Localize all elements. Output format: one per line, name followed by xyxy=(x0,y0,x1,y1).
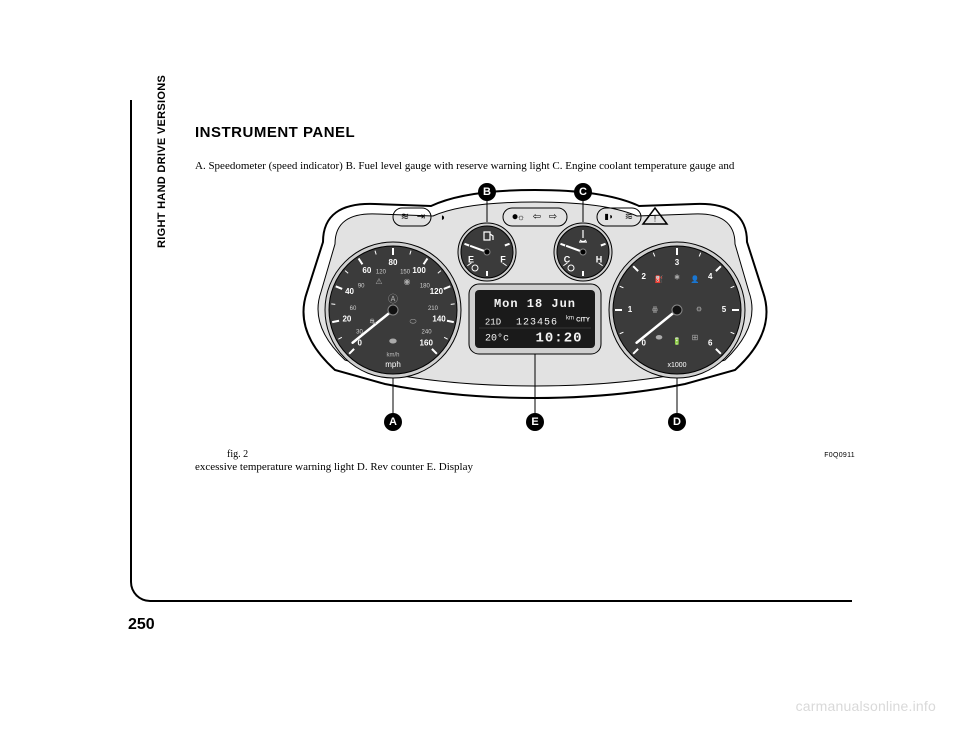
svg-text:E: E xyxy=(468,255,474,265)
svg-text:21D: 21D xyxy=(485,318,501,328)
svg-text:10:20: 10:20 xyxy=(535,331,582,347)
svg-text:1: 1 xyxy=(628,306,633,315)
svg-text:mph: mph xyxy=(385,361,401,370)
svg-text:120: 120 xyxy=(430,288,444,297)
page-number: 250 xyxy=(128,616,155,634)
svg-text:E: E xyxy=(531,416,538,428)
svg-text:⬬: ⬬ xyxy=(656,333,663,342)
svg-text:5: 5 xyxy=(722,306,727,315)
svg-text:60: 60 xyxy=(350,306,357,312)
svg-text:km/h: km/h xyxy=(386,353,399,359)
svg-text:◗: ◗ xyxy=(440,213,446,224)
svg-text:A: A xyxy=(389,416,397,428)
svg-text:3: 3 xyxy=(675,259,680,268)
svg-text:🔋: 🔋 xyxy=(673,337,682,346)
svg-text:◉: ◉ xyxy=(404,277,411,286)
svg-text:240: 240 xyxy=(422,330,433,336)
instrument-panel-figure: ≋⇥⬤☼⇦⇨▮◗≋!◗02040608010012014016030609012… xyxy=(265,182,805,447)
svg-text:☼: ☼ xyxy=(517,212,525,222)
watermark: carmanualsonline.info xyxy=(796,698,936,714)
svg-text:⚙: ⚙ xyxy=(696,306,702,314)
svg-text:H: H xyxy=(596,255,603,265)
instrument-cluster-svg: ≋⇥⬤☼⇦⇨▮◗≋!◗02040608010012014016030609012… xyxy=(265,182,805,442)
svg-text:150: 150 xyxy=(400,270,411,276)
svg-text:▮◗: ▮◗ xyxy=(604,212,613,221)
svg-text:20: 20 xyxy=(342,315,351,324)
svg-text:C: C xyxy=(564,255,571,265)
svg-text:✱: ✱ xyxy=(674,274,680,282)
svg-text:⇨: ⇨ xyxy=(549,212,557,223)
svg-text:120: 120 xyxy=(376,270,387,276)
svg-text:B: B xyxy=(483,186,491,198)
svg-text:2: 2 xyxy=(642,272,647,281)
svg-text:km: km xyxy=(566,316,574,322)
svg-text:160: 160 xyxy=(420,339,434,348)
svg-text:D: D xyxy=(673,416,681,428)
side-tab-label: RIGHT HAND DRIVE VERSIONS xyxy=(156,75,168,248)
svg-text:!: ! xyxy=(654,214,657,224)
paragraph-1: A. Speedometer (speed indicator) B. Fuel… xyxy=(195,159,875,174)
svg-text:90: 90 xyxy=(358,284,365,290)
svg-text:ꙮ: ꙮ xyxy=(652,306,658,314)
svg-text:≋: ≋ xyxy=(401,212,409,223)
svg-text:20°c: 20°c xyxy=(485,333,509,345)
svg-text:6: 6 xyxy=(708,339,713,348)
svg-text:≋: ≋ xyxy=(625,212,633,223)
svg-text:180: 180 xyxy=(420,284,431,290)
svg-text:40: 40 xyxy=(345,288,354,297)
svg-text:F: F xyxy=(500,255,506,265)
svg-text:👤: 👤 xyxy=(691,275,700,284)
svg-text:Ⓐ: Ⓐ xyxy=(388,294,398,306)
svg-text:⊞: ⊞ xyxy=(692,333,699,342)
svg-text:60: 60 xyxy=(362,266,371,275)
svg-text:80: 80 xyxy=(389,259,398,268)
svg-text:4: 4 xyxy=(708,272,713,281)
svg-text:⛐: ⛐ xyxy=(370,317,377,326)
figure-label: fig. 2 xyxy=(227,449,248,460)
svg-text:⛽: ⛽ xyxy=(655,275,664,284)
svg-text:100: 100 xyxy=(412,266,426,275)
figure-code: F0Q0911 xyxy=(824,452,855,459)
figure-caption-row: fig. 2 F0Q0911 xyxy=(215,449,855,460)
svg-text:⬭: ⬭ xyxy=(410,317,417,326)
paragraph-2: excessive temperature warning light D. R… xyxy=(195,460,875,475)
svg-text:⇥: ⇥ xyxy=(417,212,425,223)
svg-text:⇦: ⇦ xyxy=(533,212,541,223)
svg-text:x1000: x1000 xyxy=(667,362,686,369)
svg-text:⚠: ⚠ xyxy=(375,277,382,286)
svg-text:140: 140 xyxy=(432,315,446,324)
svg-text:Mon 18 Jun: Mon 18 Jun xyxy=(494,298,576,312)
svg-text:CITY: CITY xyxy=(576,318,590,324)
page-content: INSTRUMENT PANEL A. Speedometer (speed i… xyxy=(195,124,875,484)
svg-text:C: C xyxy=(579,186,587,198)
svg-text:⬬: ⬬ xyxy=(389,336,397,346)
svg-text:123456: 123456 xyxy=(516,318,558,329)
section-heading: INSTRUMENT PANEL xyxy=(195,124,875,141)
svg-text:210: 210 xyxy=(428,306,439,312)
